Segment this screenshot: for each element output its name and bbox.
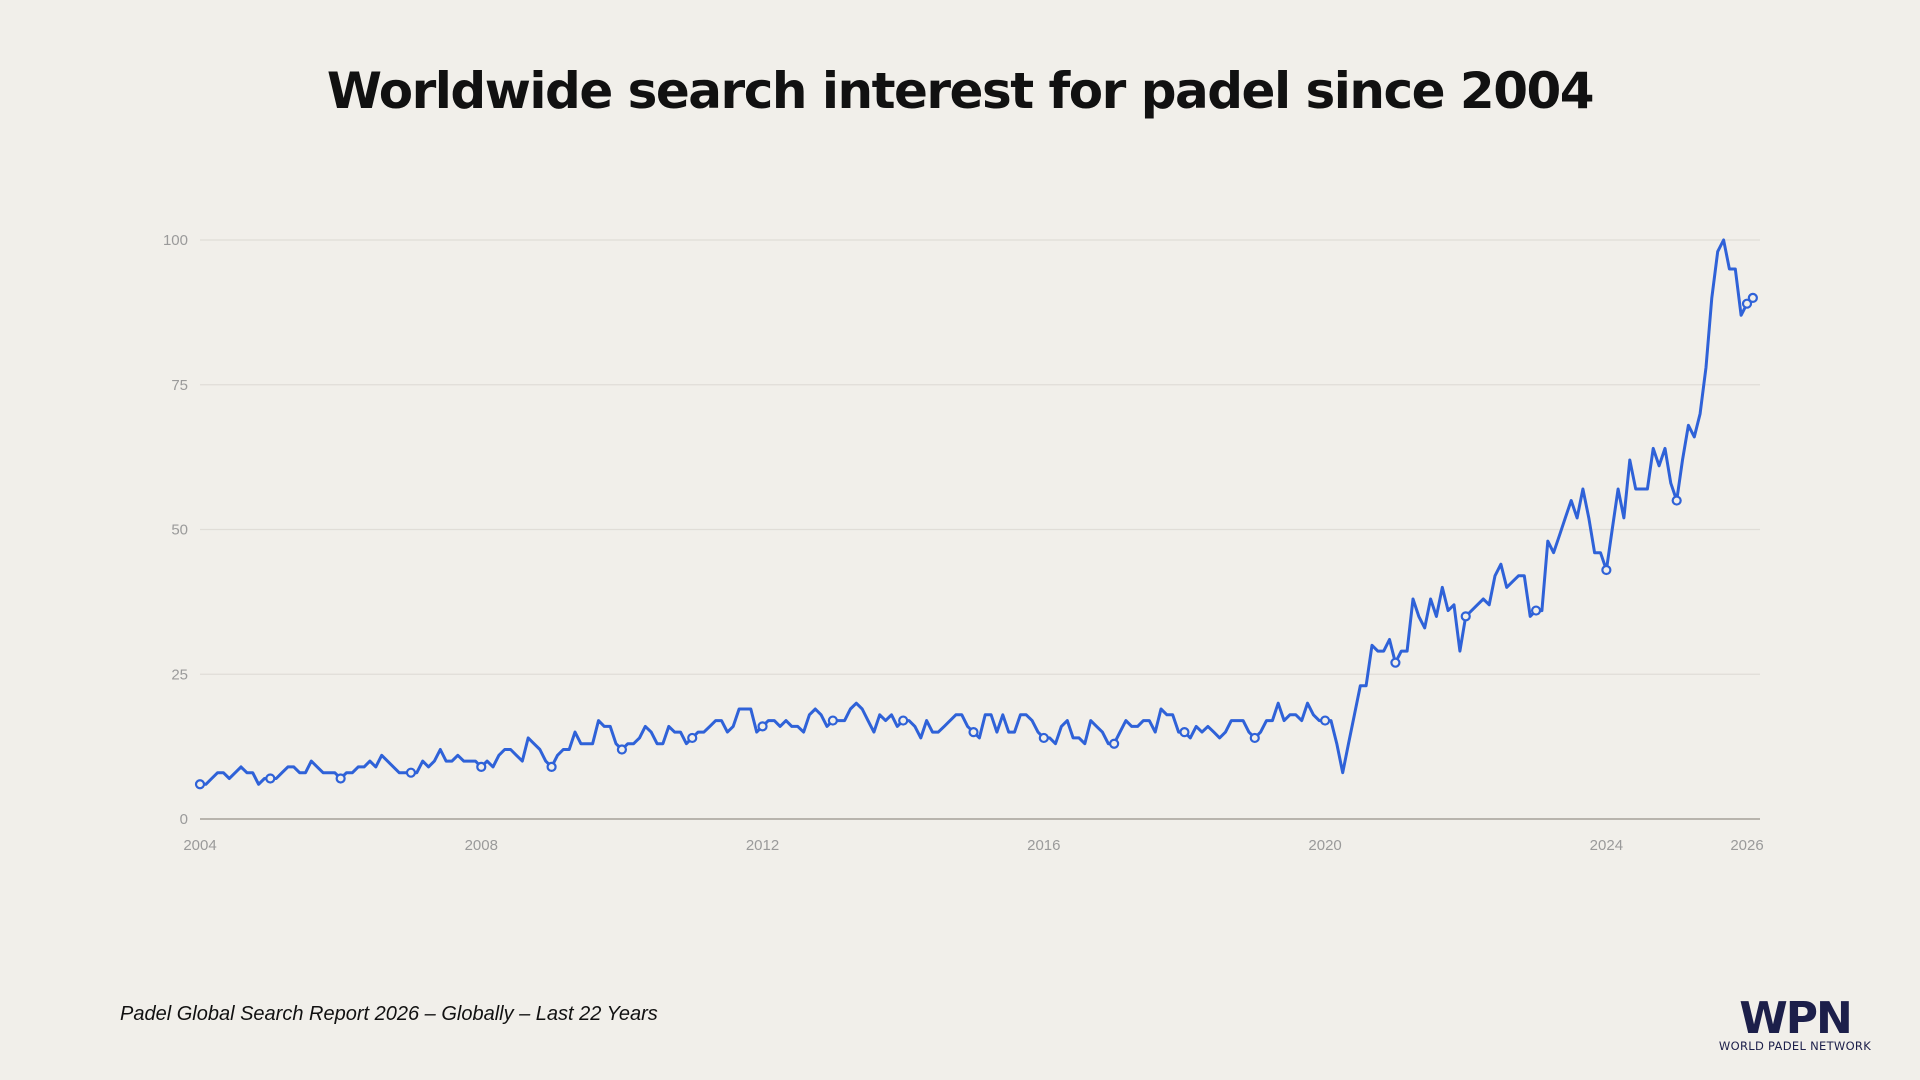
y-tick-label: 0 (180, 811, 188, 828)
y-tick-label: 25 (171, 666, 188, 683)
x-tick-label: 2026 (1730, 837, 1763, 854)
y-tick-label: 100 (163, 232, 188, 249)
data-point-marker (968, 727, 979, 738)
data-point-marker (1390, 657, 1401, 668)
data-point-marker (1038, 732, 1049, 744)
data-point-marker (1671, 495, 1682, 506)
data-point-marker (194, 779, 206, 790)
chart-title: Worldwide search interest for padel sinc… (326, 62, 1595, 120)
data-point-marker (476, 761, 487, 772)
svg-text:WORLD PADEL NETWORK: WORLD PADEL NETWORK (1719, 1039, 1871, 1053)
x-tick-label: 2012 (746, 837, 779, 854)
x-tick-label: 2024 (1590, 837, 1623, 854)
series-line (200, 238, 1754, 786)
data-point-marker (335, 773, 346, 784)
data-point-marker (1109, 738, 1120, 749)
data-point-marker (1319, 715, 1331, 726)
y-tick-label: 50 (171, 522, 188, 539)
data-point-marker (265, 773, 276, 784)
data-point-marker (1741, 298, 1753, 309)
y-axis-ticks: 0 25 50 75 100 (163, 232, 188, 828)
gridlines (200, 239, 1760, 820)
x-tick-label: 2020 (1308, 837, 1341, 854)
x-tick-label: 2016 (1027, 837, 1060, 854)
data-point-marker (827, 715, 838, 726)
data-point-marker (1601, 564, 1612, 576)
x-axis-ticks: 2004 2008 2012 2016 2020 2024 2026 (183, 837, 1763, 854)
data-point-marker (1249, 732, 1260, 744)
data-point-marker (616, 744, 628, 755)
data-point-marker (687, 732, 698, 744)
data-point-marker (898, 715, 909, 726)
data-point-marker (1530, 605, 1542, 616)
data-point-marker (1179, 727, 1190, 738)
wpn-logo: WPN WORLD PADEL NETWORK (1719, 995, 1871, 1053)
data-point-marker (1460, 611, 1471, 622)
x-tick-label: 2008 (465, 837, 498, 854)
data-point-marker (405, 767, 417, 778)
data-point-marker (757, 721, 768, 732)
svg-text:WPN: WPN (1739, 995, 1851, 1044)
data-point-marker (546, 761, 557, 772)
series-markers (194, 292, 1758, 790)
data-point-marker (1747, 292, 1758, 303)
x-tick-label: 2004 (183, 837, 216, 854)
source-caption: Padel Global Search Report 2026 – Global… (120, 1003, 658, 1025)
y-tick-label: 75 (171, 377, 188, 394)
